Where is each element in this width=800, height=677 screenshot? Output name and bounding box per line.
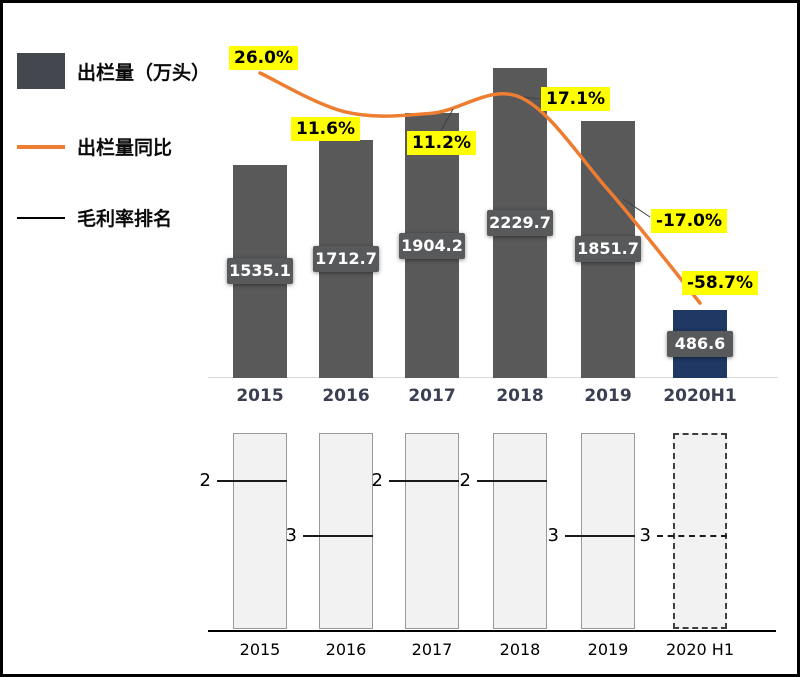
bar-value-label-2017: 1904.2	[399, 232, 465, 259]
growth-label-2020H1: -58.7%	[682, 271, 759, 295]
rank-bar-2018	[493, 433, 547, 629]
rank-value-2020 H1: 3	[639, 525, 651, 546]
x-label-2018: 2018	[496, 386, 544, 406]
legend: 出栏量（万头） 出栏量同比 毛利率排名	[17, 53, 217, 231]
rank-bar-2015	[233, 433, 287, 629]
rank-x-label-2015: 2015	[239, 640, 281, 659]
rank-x-label-2020 H1: 2020 H1	[665, 640, 734, 659]
legend-item-output: 出栏量（万头）	[17, 53, 217, 89]
x-label-2019: 2019	[584, 386, 632, 406]
legend-item-yoy: 出栏量同比	[17, 133, 217, 160]
rank-bar-2019	[581, 433, 635, 629]
rank-value-2015: 2	[199, 470, 211, 491]
rank-series-swatch-icon	[17, 216, 65, 219]
bar-value-label-2020H1: 486.6	[667, 331, 733, 358]
growth-label-2018: 17.1%	[541, 87, 610, 111]
bar-series-swatch-icon	[17, 53, 65, 89]
x-label-2016: 2016	[322, 386, 370, 406]
bottom-axis-line	[208, 630, 776, 632]
rank-marker-2020 H1	[657, 535, 727, 537]
rank-value-2018: 2	[459, 470, 471, 491]
rank-x-label-2017: 2017	[411, 640, 453, 659]
rank-marker-2017	[389, 480, 459, 482]
rank-x-label-2016: 2016	[325, 640, 367, 659]
bar-value-label-2015: 1535.1	[227, 258, 293, 285]
x-label-2017: 2017	[408, 386, 456, 406]
rank-x-label-2019: 2019	[587, 640, 629, 659]
legend-label-rank: 毛利率排名	[77, 208, 173, 230]
rank-bar-2016	[319, 433, 373, 629]
rank-bar-2017	[405, 433, 459, 629]
legend-label-yoy: 出栏量同比	[77, 137, 173, 159]
legend-item-rank: 毛利率排名	[17, 204, 217, 231]
rank-value-2019: 3	[547, 525, 559, 546]
line-series-swatch-icon	[17, 144, 65, 149]
rank-marker-2019	[565, 535, 635, 537]
rank-marker-2018	[477, 480, 547, 482]
rank-bar-2020 H1	[673, 433, 727, 629]
growth-label-2015: 26.0%	[229, 46, 298, 70]
legend-label-output: 出栏量（万头）	[77, 61, 211, 84]
rank-marker-2016	[303, 535, 373, 537]
growth-label-2016: 11.6%	[291, 117, 360, 141]
growth-label-2017: 11.2%	[407, 131, 476, 155]
rank-x-label-2018: 2018	[499, 640, 541, 659]
x-label-2015: 2015	[236, 386, 284, 406]
rank-value-2017: 2	[371, 470, 383, 491]
x-label-2020H1: 2020H1	[663, 386, 737, 406]
bar-value-label-2019: 1851.7	[575, 236, 641, 263]
growth-label-2019: -17.0%	[651, 209, 728, 233]
rank-marker-2015	[217, 480, 287, 482]
bar-value-label-2018: 2229.7	[487, 210, 553, 236]
rank-value-2016: 3	[285, 525, 297, 546]
bar-value-label-2016: 1712.7	[313, 245, 379, 272]
